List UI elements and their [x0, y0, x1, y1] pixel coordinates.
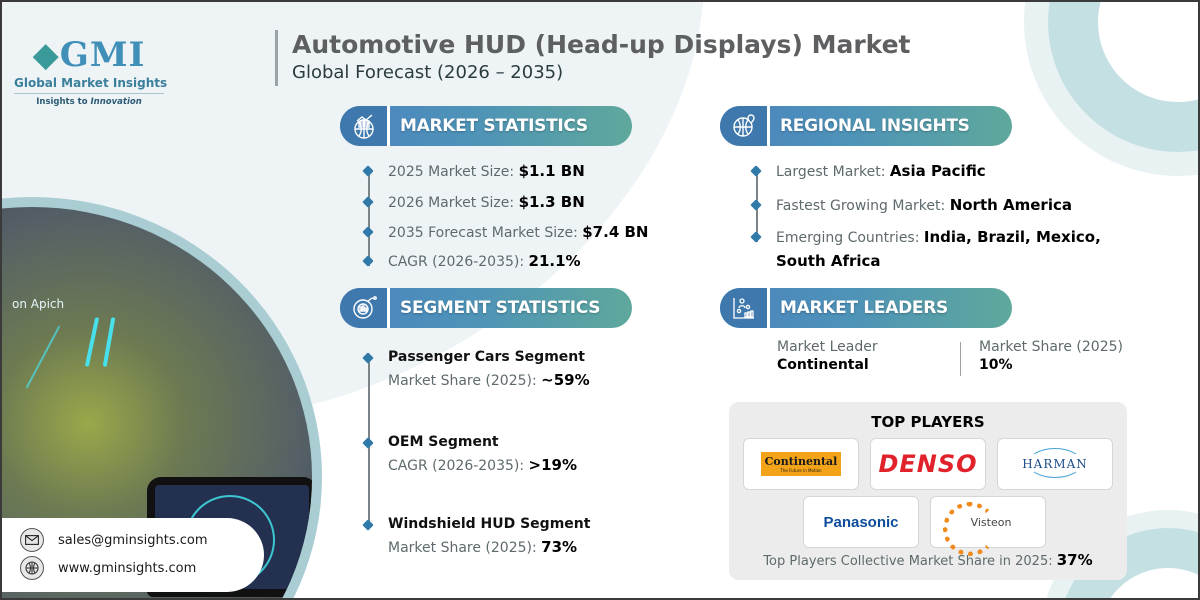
- largest-market: Largest Market: Asia Pacific: [750, 162, 986, 180]
- bullet-icon: [750, 199, 762, 211]
- player-logo-continental: Continental The Future in Motion: [743, 438, 859, 490]
- hud-lane-line: [102, 317, 116, 367]
- email-link[interactable]: sales@gminsights.com: [58, 532, 208, 548]
- logo-tagline: Insights to Innovation: [36, 97, 142, 107]
- logo-mark: ◆GMI: [32, 35, 146, 75]
- section-title: MARKET LEADERS: [780, 298, 948, 318]
- bullet-icon: [750, 165, 762, 177]
- page-subtitle: Global Forecast (2026 – 2035): [292, 62, 564, 83]
- player-logo-harman: HARMAN: [997, 438, 1113, 490]
- market-leaders-header: MARKET LEADERS: [720, 288, 1012, 328]
- bullet-icon: [750, 231, 762, 243]
- globe-icon: [20, 556, 44, 580]
- leader-market-share: Market Share (2025) 10%: [979, 339, 1123, 373]
- bullet-icon: [362, 519, 374, 531]
- section-title: REGIONAL INSIGHTS: [780, 116, 970, 136]
- logo-name: Global Market Insights: [14, 76, 167, 94]
- player-logo-denso: DENSO: [870, 438, 986, 490]
- segment-oem: OEM Segment CAGR (2026-2035): >19%: [362, 434, 577, 474]
- title-block: Automotive HUD (Head-up Displays) Market…: [275, 30, 911, 86]
- pie-chart-icon: [340, 288, 390, 328]
- leaders-chart-icon: [720, 288, 770, 328]
- top-players-panel: TOP PLAYERS Continental The Future in Mot…: [729, 402, 1127, 580]
- emerging-countries: Emerging Countries: India, Brazil, Mexic…: [750, 228, 1101, 246]
- segment-windshield-hud: Windshield HUD Segment Market Share (2025…: [362, 516, 590, 556]
- top-players-title: TOP PLAYERS: [871, 413, 985, 431]
- diamond-icon: ◆: [32, 35, 60, 75]
- stat-cagr: CAGR (2026-2035): 21.1%: [362, 252, 581, 270]
- stat-2035-forecast: 2035 Forecast Market Size: $7.4 BN: [362, 223, 648, 241]
- hud-overlay-text: on Apich: [12, 297, 65, 311]
- hud-lane-line: [84, 317, 100, 367]
- page-title: Automotive HUD (Head-up Displays) Market: [292, 30, 911, 59]
- timeline-rail: [368, 174, 370, 266]
- section-title: SEGMENT STATISTICS: [400, 298, 601, 318]
- player-logo-panasonic: Panasonic: [803, 496, 919, 548]
- decorative-ring-top-right: [1048, 2, 1198, 152]
- website-link[interactable]: www.gminsights.com: [58, 560, 197, 576]
- email-contact[interactable]: sales@gminsights.com: [20, 528, 208, 552]
- regional-insights-header: REGIONAL INSIGHTS: [720, 106, 1012, 146]
- player-logo-visteon: Visteon: [930, 496, 1046, 556]
- stat-2026-market-size: 2026 Market Size: $1.3 BN: [362, 193, 585, 211]
- market-statistics-header: MARKET STATISTICS: [340, 106, 632, 146]
- segment-passenger-cars: Passenger Cars Segment Market Share (2025…: [362, 349, 590, 389]
- top-players-collective-share: Top Players Collective Market Share in 2…: [763, 551, 1093, 569]
- globe-pin-icon: [720, 106, 770, 146]
- email-icon: [20, 528, 44, 552]
- market-leader: Market Leader Continental: [777, 339, 878, 373]
- website-contact[interactable]: www.gminsights.com: [20, 556, 196, 580]
- stat-2025-market-size: 2025 Market Size: $1.1 BN: [362, 162, 585, 180]
- hud-lane-line: [25, 325, 61, 389]
- section-title: MARKET STATISTICS: [400, 116, 588, 136]
- bullet-icon: [362, 437, 374, 449]
- globe-chart-icon: [340, 106, 390, 146]
- fastest-growing-market: Fastest Growing Market: North America: [750, 196, 1072, 214]
- contact-panel: sales@gminsights.com www.gminsights.com: [2, 518, 264, 592]
- gmi-logo: ◆GMI Global Market Insights Insights to …: [14, 35, 167, 107]
- divider: [960, 342, 961, 376]
- segment-statistics-header: SEGMENT STATISTICS: [340, 288, 632, 328]
- emerging-countries-cont: South Africa: [776, 252, 881, 270]
